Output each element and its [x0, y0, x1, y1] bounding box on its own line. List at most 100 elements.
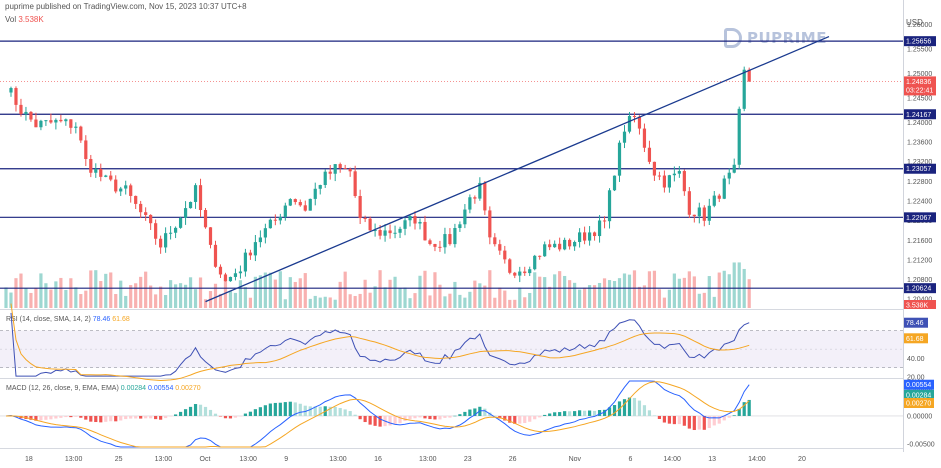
macd-hist-bar	[498, 415, 502, 419]
macd-hist-bar	[298, 403, 302, 416]
candle-body	[144, 212, 148, 215]
macd-hist-bar	[568, 411, 572, 416]
volume-bar	[388, 279, 392, 308]
volume-bar	[243, 287, 248, 308]
brand-logo: PUPRIME	[724, 28, 827, 48]
macd-hist-bar	[578, 410, 582, 416]
macd-hist-bar	[94, 415, 98, 423]
macd-hist-bar	[443, 415, 447, 418]
volume-bar	[248, 297, 253, 308]
macd-hist-bar	[54, 415, 58, 419]
candle-body	[79, 126, 83, 141]
macd-hist-bar	[303, 405, 307, 416]
brand-name: PUPRIME	[747, 29, 827, 47]
candle-body	[164, 233, 168, 248]
volume-bar	[173, 284, 178, 308]
time-axis-tick: 13:00	[155, 456, 173, 463]
candle-body	[563, 239, 567, 250]
macd-hist-bar	[79, 415, 83, 418]
macd-hist-bar	[558, 412, 562, 416]
volume-bar	[149, 285, 153, 308]
macd-hist-bar	[652, 415, 657, 416]
macd-axis-tick: -0.00500	[907, 442, 935, 449]
candle-body	[617, 142, 622, 176]
volume-bar	[563, 275, 567, 308]
macd-value-label: 0.00554	[906, 382, 931, 389]
macd-hist-bar	[293, 402, 297, 416]
volume-bar	[602, 278, 607, 308]
price-axis-tick: 1.22400	[907, 198, 932, 205]
candle-body	[553, 243, 557, 248]
macd-hist-bar	[642, 405, 647, 416]
rsi-ma-line	[10, 303, 750, 382]
candle-body	[453, 228, 457, 245]
volume-bar	[273, 279, 277, 308]
volume-label: Vol 3.538K	[5, 15, 44, 24]
macd-legend-hist: 0.00284	[120, 385, 147, 392]
candle-body	[353, 171, 357, 197]
volume-bar	[288, 277, 292, 308]
time-axis-tick: Nov	[569, 456, 582, 463]
level-tag	[904, 212, 936, 223]
price-axis-tick: 1.23200	[907, 159, 932, 166]
macd-hist-bar	[717, 415, 721, 424]
candle-body	[528, 269, 532, 274]
candle-body	[428, 240, 432, 244]
volume-bar	[308, 298, 312, 308]
candle-body	[488, 210, 492, 238]
volume-bar	[178, 283, 183, 308]
candle-body	[74, 126, 78, 128]
macd-hist-bar	[637, 400, 642, 416]
macd-hist-value-label: 0.00284	[906, 392, 931, 399]
volume-bar	[712, 296, 716, 308]
macd-value-tag	[904, 379, 934, 390]
macd-hist-bar	[737, 408, 741, 416]
candle-body	[622, 131, 627, 143]
macd-hist-bar	[692, 415, 696, 431]
volume-bar	[503, 290, 507, 308]
volume-bar	[343, 271, 347, 308]
rsi-value-tag	[904, 317, 928, 328]
volume-tag-label: 3.538K	[906, 302, 929, 309]
candle-body	[508, 259, 512, 273]
macd-legend: MACD (12, 26, close, 9, EMA, EMA) 0.0028…	[6, 385, 201, 392]
macd-hist-bar	[418, 415, 422, 418]
macd-hist-bar	[438, 415, 442, 420]
candle-body	[483, 182, 487, 211]
candle-body	[159, 238, 163, 248]
macd-hist-bar	[49, 415, 53, 420]
candle-body	[94, 169, 98, 173]
volume-bar	[483, 285, 487, 308]
candle-body	[627, 116, 632, 132]
macd-axis-tick: 0.00000	[907, 413, 932, 420]
macd-hist-bar	[707, 415, 711, 429]
volume-bar	[49, 289, 53, 308]
volume-bar	[513, 299, 517, 308]
price-axis-tick: 1.25000	[907, 71, 932, 78]
volume-bar	[418, 275, 422, 308]
volume-bar	[672, 273, 676, 308]
volume-bar	[727, 274, 731, 308]
volume-bar	[79, 294, 83, 308]
macd-hist-bar	[647, 410, 652, 416]
price-axis-tick: 1.24000	[907, 120, 932, 127]
current-price-tag	[904, 76, 936, 96]
macd-hist-bar	[203, 406, 208, 416]
volume-bar	[14, 278, 18, 308]
volume-bar	[183, 284, 188, 308]
macd-hist-bar	[154, 415, 158, 420]
macd-hist-bar	[543, 414, 547, 416]
candle-body	[418, 221, 422, 224]
time-axis-tick: Oct	[200, 456, 211, 463]
volume-bar	[528, 292, 532, 308]
macd-hist-bar	[448, 415, 452, 418]
volume-bar	[363, 279, 367, 308]
macd-hist-bar	[677, 415, 681, 425]
time-axis-tick: 6	[628, 456, 632, 463]
macd-hist-bar	[587, 410, 592, 416]
candle-body	[44, 120, 48, 122]
macd-hist-bar	[198, 404, 203, 416]
candle-body	[493, 237, 497, 245]
macd-hist-bar	[722, 415, 726, 421]
